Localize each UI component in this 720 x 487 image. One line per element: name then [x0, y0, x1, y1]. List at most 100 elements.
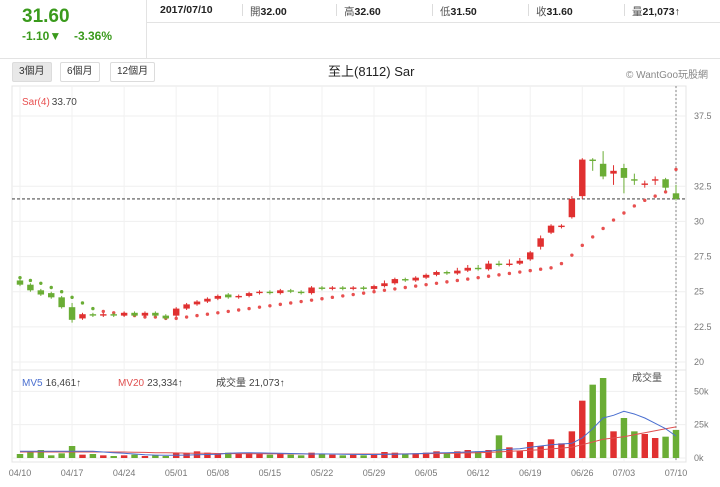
range-6m-button[interactable]: 6個月 [60, 62, 100, 82]
candle-body [443, 272, 451, 274]
candle-body [141, 312, 149, 316]
sar-point [18, 275, 22, 280]
candle-body [506, 263, 513, 266]
date-tick-label: 07/10 [665, 468, 688, 478]
range-12m-button[interactable]: 12個月 [110, 62, 156, 82]
volume-bar [433, 451, 440, 458]
price-tick-label: 20 [694, 357, 704, 367]
volume-bar [162, 456, 170, 458]
sar-point [70, 295, 74, 300]
candle-body [412, 277, 419, 281]
sar-point [372, 290, 376, 294]
sar-point [247, 306, 251, 311]
candle-body [287, 290, 294, 292]
candle-body [558, 225, 565, 228]
moving-average-lines [20, 410, 677, 456]
volume-series [16, 378, 680, 458]
candle-body [193, 301, 201, 305]
brand-watermark: © WantGoo玩股網 [626, 70, 709, 81]
volume-bar [89, 454, 97, 458]
grid-lines [11, 85, 687, 463]
candle-body [79, 314, 86, 319]
date-tick-label: 07/03 [613, 468, 636, 478]
candle-body [599, 163, 607, 177]
high-stat: 高32.60 [344, 4, 381, 19]
candle-body [277, 290, 284, 294]
sar-point [622, 211, 626, 215]
candle-body [610, 170, 617, 174]
candle-body [391, 279, 399, 284]
volume-bar [297, 455, 305, 458]
sar-point [28, 278, 33, 283]
volume-bar [27, 452, 34, 458]
volume-bar [131, 454, 138, 458]
quote-date: 2017/07/10 [160, 4, 213, 16]
volume-bar [579, 400, 586, 458]
candle-body [381, 283, 388, 287]
close-value: 31.60 [546, 6, 573, 18]
volume-bar [100, 455, 107, 458]
candle-body [214, 295, 222, 299]
divider [528, 4, 529, 16]
sar-legend-label: Sar(4) [22, 97, 50, 108]
price-tick-label: 27.5 [694, 252, 712, 262]
volume-bar [568, 431, 576, 458]
volume-bar [506, 447, 513, 458]
sar-point [559, 261, 564, 266]
date-tick-label: 04/10 [9, 468, 32, 478]
candle-body [225, 294, 232, 298]
candle-body [537, 238, 544, 247]
volume-bar [110, 456, 117, 458]
candle-body [266, 291, 274, 294]
quote-header: 31.60 -1.10▼ -3.36% 2017/07/10 開32.00 高3… [0, 0, 720, 59]
volume-bar [120, 455, 128, 458]
low-value: 31.50 [450, 6, 477, 18]
sar-point [611, 218, 616, 222]
mv20-legend-value: 23,334↑ [147, 378, 183, 389]
date-tick-label: 05/08 [207, 468, 230, 478]
candle-body [110, 314, 117, 316]
candle-body [402, 279, 409, 281]
divider [432, 4, 433, 16]
volume-bar [391, 452, 399, 458]
range-3m-button[interactable]: 3個月 [12, 62, 52, 82]
volume-bar [214, 453, 222, 458]
candle-body [100, 314, 107, 316]
sar-point [643, 198, 647, 203]
mv5-legend: MV5 16,461↑ [22, 378, 81, 389]
candle-body [526, 252, 534, 260]
candle-body [651, 179, 659, 181]
sar-point [632, 204, 637, 208]
candle-body [204, 298, 211, 302]
date-tick-label: 06/19 [519, 468, 542, 478]
sar-point [476, 275, 480, 280]
sar-point [403, 285, 407, 290]
sar-point [518, 270, 522, 274]
date-tick-label: 05/01 [165, 468, 188, 478]
volume-bar [360, 455, 367, 458]
price-tick-label: 30 [694, 216, 704, 226]
vol-legend-value: 21,073↑ [249, 378, 285, 389]
volume-bar [474, 451, 482, 458]
volume-bar [225, 452, 232, 458]
sar-point [226, 309, 230, 314]
sar-point [455, 278, 460, 283]
date-tick-label: 06/05 [415, 468, 438, 478]
sar-point [507, 271, 512, 276]
axes: 37.5 32.5 30 27.5 25 22.5 20 50k 25k 0k 04/10 04/17… [9, 111, 712, 478]
volume-tick-label: 25k [694, 420, 709, 430]
sar-point [466, 277, 470, 281]
candle-body [672, 193, 680, 199]
volume-value: 21,073↑ [642, 6, 680, 18]
candle-body [162, 315, 170, 319]
volume-bar [245, 452, 253, 458]
sar-point [49, 285, 53, 290]
mv5-legend-label: MV5 [22, 378, 43, 389]
sar-point [216, 311, 220, 315]
price-tick-label: 25 [694, 287, 704, 297]
volume-bar [422, 452, 430, 458]
chart-title: 至上(8112) Sar [328, 64, 415, 79]
candle-body [360, 287, 367, 289]
price-tick-label: 22.5 [694, 322, 712, 332]
sar-point [393, 287, 397, 291]
